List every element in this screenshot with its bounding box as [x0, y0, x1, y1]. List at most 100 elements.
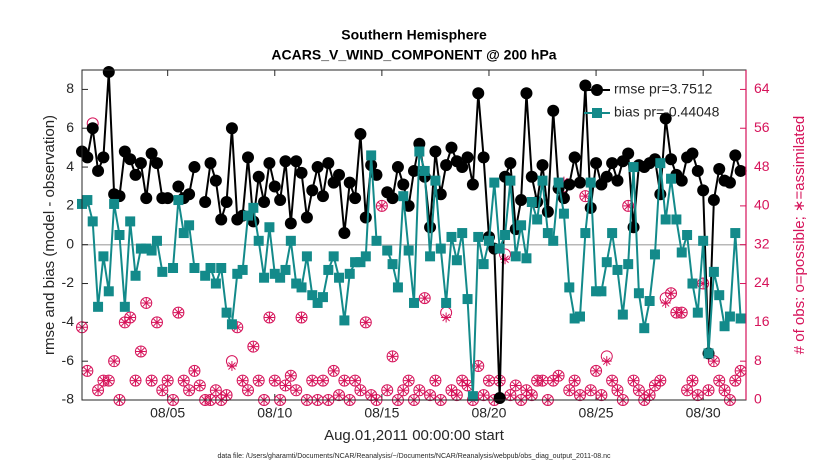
- assimilated-point: [730, 375, 741, 386]
- assimilated-point: [666, 288, 677, 299]
- assimilated-point: [419, 293, 430, 304]
- assimilated-point: [151, 317, 162, 328]
- possible-point: [134, 345, 147, 358]
- possible-point: [349, 374, 362, 387]
- assimilated-point: [655, 375, 666, 386]
- rmse-point: [300, 211, 313, 224]
- bias-point: [280, 264, 291, 275]
- x-tick-label: 08/25: [579, 405, 614, 421]
- bias-point: [467, 391, 478, 402]
- bias-point: [612, 264, 623, 275]
- bias-point: [307, 290, 318, 301]
- bias-point: [489, 177, 500, 188]
- assimilated-point: [473, 361, 484, 372]
- y-tick-label: 8: [66, 80, 74, 96]
- bias-point: [537, 175, 548, 186]
- rmse-point: [242, 151, 254, 164]
- rmse-point: [252, 170, 265, 183]
- x-tick-label: 08/20: [471, 405, 506, 421]
- y-tick-label: -6: [62, 352, 75, 368]
- y-tick-label: -2: [62, 274, 75, 290]
- assimilated-point: [328, 365, 339, 376]
- rmse-point: [124, 153, 137, 166]
- bias-point: [666, 173, 677, 184]
- assimilated-point: [387, 351, 398, 362]
- possible-point: [595, 389, 608, 402]
- bias-point: [387, 259, 398, 270]
- rmse-point: [445, 141, 458, 154]
- assimilated-point: [141, 297, 152, 308]
- possible-point: [627, 374, 640, 387]
- assimilated-point: [703, 385, 714, 396]
- y-tick-label: -4: [62, 313, 75, 329]
- assimilated-point: [591, 365, 602, 376]
- possible-point: [209, 384, 222, 397]
- rmse-point: [145, 147, 158, 160]
- possible-point: [611, 384, 624, 397]
- bias-point: [601, 257, 612, 268]
- rmse-point: [290, 155, 303, 168]
- rmse-point: [579, 79, 592, 92]
- bias-point: [141, 243, 152, 254]
- rmse-point: [220, 196, 233, 208]
- assimilated-point: [633, 385, 644, 396]
- rmse-point: [263, 157, 276, 170]
- bias-point: [178, 228, 189, 239]
- rmse-point: [209, 174, 222, 187]
- rmse-point: [477, 151, 490, 164]
- bias-point: [301, 251, 312, 262]
- bias-point: [285, 235, 296, 246]
- possible-point: [622, 199, 635, 212]
- rmse-point: [440, 159, 453, 172]
- bias-point: [521, 253, 532, 264]
- assimilated-point: [291, 385, 302, 396]
- bias-point: [355, 257, 366, 268]
- assimilated-point: [623, 200, 634, 211]
- assimilated-point: [735, 365, 746, 376]
- possible-point: [354, 384, 367, 397]
- bias-point: [435, 243, 446, 254]
- possible-point: [327, 364, 340, 377]
- assimilated-point: [296, 312, 307, 323]
- assimilated-point: [612, 385, 623, 396]
- rmse-point: [322, 157, 335, 170]
- series-line: [81, 71, 168, 200]
- bias-point: [462, 294, 473, 305]
- rmse-point: [102, 65, 115, 78]
- bias-point: [360, 251, 371, 262]
- rmse-point: [386, 192, 399, 205]
- assimilated-point: [478, 390, 489, 401]
- legend-marker: [592, 108, 602, 118]
- rmse-point: [349, 192, 362, 205]
- assimilated-point: [719, 385, 730, 396]
- possible-point: [697, 277, 710, 290]
- y2-tick-label: 64: [754, 80, 770, 96]
- bias-point: [382, 245, 393, 256]
- bias-point: [596, 286, 607, 297]
- possible-point: [193, 379, 206, 392]
- bias-point: [243, 210, 253, 221]
- rmse-point: [691, 164, 704, 177]
- assimilated-point: [676, 307, 687, 318]
- bias-point: [580, 228, 591, 239]
- rmse-point: [150, 157, 163, 170]
- bias-point: [414, 146, 425, 157]
- y-tick-label: 6: [66, 119, 74, 135]
- assimilated-point: [451, 390, 462, 401]
- bias-point: [275, 272, 286, 283]
- bias-point: [735, 313, 746, 324]
- y2-tick-label: 16: [754, 313, 770, 329]
- assimilated-point: [221, 390, 232, 401]
- assimilated-point: [178, 375, 189, 386]
- assimilated-point: [280, 380, 291, 391]
- rmse-point: [590, 157, 603, 170]
- rmse-point: [408, 164, 420, 177]
- assimilated-point: [146, 375, 157, 386]
- bias-point: [371, 235, 382, 246]
- assimilated-point: [285, 370, 296, 381]
- rmse-point: [199, 196, 212, 208]
- bias-point: [296, 282, 307, 293]
- assimilated-point: [403, 375, 414, 386]
- possible-point: [424, 389, 437, 402]
